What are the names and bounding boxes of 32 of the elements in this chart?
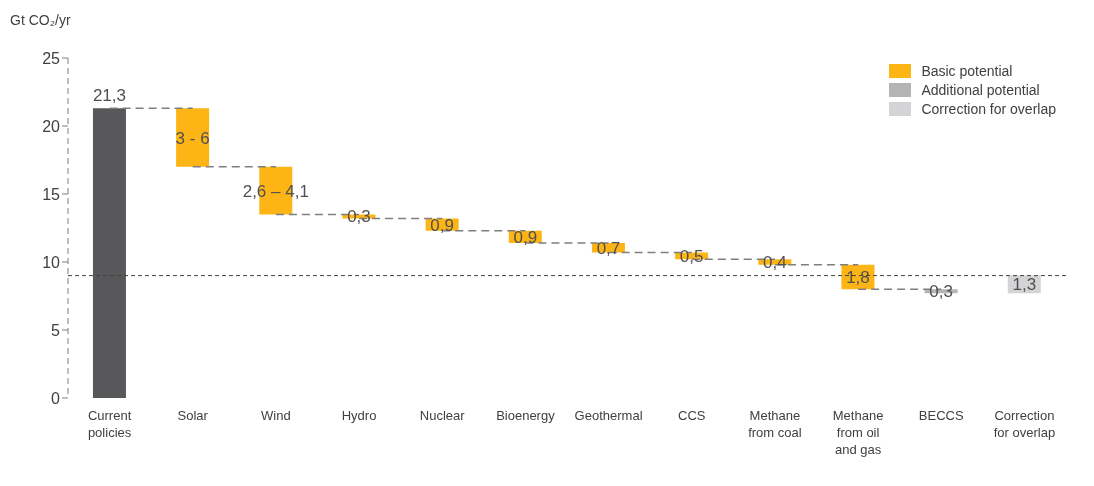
x-tick-label: Methane from oil and gas	[832, 408, 884, 457]
x-tick-label: CCS	[678, 408, 706, 423]
text: 0,3	[347, 207, 371, 227]
x-tick-label: Nuclear	[419, 408, 466, 423]
text: 1,3	[1012, 275, 1037, 295]
y-tick-label: 10	[42, 253, 61, 271]
legend-label: Correction for overlap	[921, 101, 1056, 117]
y-tick-label: 5	[51, 321, 61, 339]
y-tick-label: 15	[42, 185, 61, 203]
x-tick-label: Current policies	[87, 408, 132, 440]
text: 0,9	[430, 215, 454, 235]
legend-label: Basic potential	[921, 63, 1013, 79]
text: 0,3	[929, 282, 953, 302]
x-tick-label: BECCS	[918, 408, 964, 423]
x-tick-label: Hydro	[341, 408, 377, 423]
text: 21,3	[92, 86, 126, 106]
x-tick-label: Geothermal	[574, 408, 643, 423]
x-tick-label: Bioenergy	[496, 408, 556, 423]
text: 1,8	[846, 267, 870, 287]
x-tick-label: Correction for overlap	[993, 408, 1056, 440]
x-tick-label: Wind	[261, 408, 291, 423]
bar	[92, 108, 126, 398]
y-tick-label: 0	[51, 389, 61, 407]
y-tick-label: 25	[42, 49, 61, 67]
text: 3 - 6	[175, 128, 210, 148]
y-tick-label: 20	[42, 117, 61, 135]
text: 0,9	[513, 227, 538, 247]
x-tick-label: Solar	[177, 408, 209, 423]
bar	[176, 108, 210, 167]
x-tick-label: Methane from coal	[748, 408, 802, 440]
y-axis-title: Gt CO₂/yr	[10, 12, 71, 28]
legend-label: Additional potential	[921, 82, 1040, 98]
